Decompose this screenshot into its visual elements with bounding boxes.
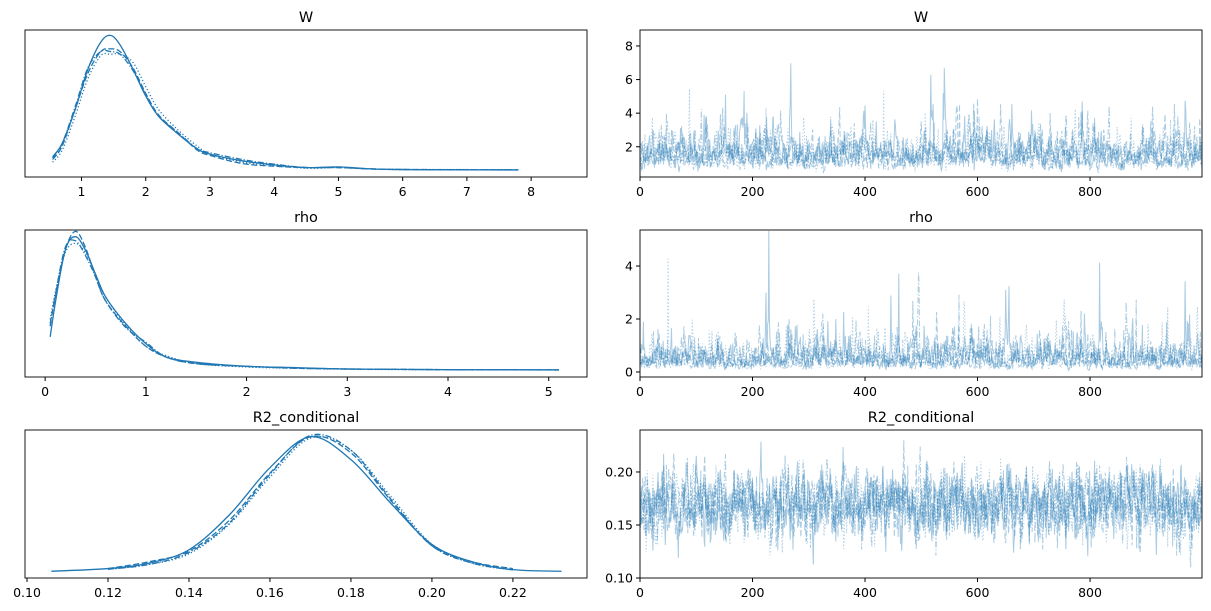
density-line-chain-3 — [49, 239, 559, 371]
density-line-chain-0 — [52, 34, 519, 171]
x-tick-label: 0.22 — [499, 585, 527, 600]
subplot-title: R2_conditional — [253, 410, 360, 426]
x-tick-label: 0.10 — [13, 585, 41, 600]
density-line-chain-1 — [52, 48, 519, 171]
density-line-chain-2 — [52, 52, 519, 171]
x-tick-label: 0 — [636, 384, 644, 399]
x-tick-label: 0 — [636, 184, 644, 199]
x-tick-label: 800 — [1078, 384, 1102, 399]
axes-frame — [24, 29, 588, 178]
density-line-chain-3 — [107, 433, 514, 571]
x-tick-label: 0.12 — [94, 585, 122, 600]
trace-line-chain-3 — [640, 446, 1202, 568]
x-tick-label: 200 — [741, 585, 765, 600]
y-tick-label: 0.10 — [605, 571, 633, 586]
trace-line-chain-0 — [640, 441, 1202, 565]
subplot-trace-rho: rho 0 200 400 600 800 0 2 4 — [625, 210, 1203, 399]
x-tick-label: 0.20 — [418, 585, 446, 600]
x-tick-label: 0.18 — [337, 585, 365, 600]
subplot-title: W — [914, 10, 928, 26]
trace-line-chain-3 — [640, 103, 1202, 174]
axes-frame — [639, 229, 1203, 378]
y-tick-label: 6 — [625, 72, 633, 87]
y-tick-label: 4 — [625, 106, 633, 121]
trace-line-chain-0 — [640, 63, 1202, 173]
x-tick-label: 1 — [78, 184, 86, 199]
density-line-chain-1 — [49, 230, 559, 371]
x-tick-label: 3 — [206, 184, 214, 199]
trace-line-chain-2 — [640, 88, 1202, 173]
x-tick-label: 200 — [741, 184, 765, 199]
x-tick-label: 7 — [463, 184, 471, 199]
trace-line-chain-1 — [640, 98, 1202, 174]
y-tick-label: 8 — [625, 38, 633, 53]
subplot-title: rho — [294, 210, 318, 226]
x-tick-label: 0 — [41, 384, 49, 399]
plot-area — [640, 63, 1202, 174]
subplot-title: R2_conditional — [868, 410, 975, 426]
x-tick-label: 400 — [853, 184, 877, 199]
x-tick-label: 4 — [270, 184, 278, 199]
x-tick-label: 2 — [243, 384, 251, 399]
x-tick-label: 400 — [853, 384, 877, 399]
density-line-chain-2 — [107, 436, 514, 571]
x-tick-label: 600 — [966, 585, 990, 600]
x-tick-label: 4 — [444, 384, 452, 399]
plot-area — [640, 440, 1202, 568]
x-tick-label: 600 — [966, 384, 990, 399]
x-tick-label: 3 — [343, 384, 351, 399]
plot-area — [640, 230, 1202, 372]
y-tick-label: 0 — [625, 364, 633, 379]
trace-line-chain-1 — [640, 440, 1202, 554]
subplot-trace-w: W 0 200 400 600 800 2 4 6 8 — [625, 10, 1203, 199]
x-tick-label: 0 — [636, 585, 644, 600]
plot-area — [49, 230, 559, 371]
trace-line-chain-1 — [640, 300, 1202, 371]
y-tick-label: 0.15 — [605, 517, 633, 532]
x-tick-label: 800 — [1078, 585, 1102, 600]
plot-area — [51, 433, 562, 572]
x-tick-label: 6 — [399, 184, 407, 199]
y-tick-label: 2 — [625, 311, 633, 326]
subplot-density-rho: rho 0 1 2 3 4 5 — [24, 210, 588, 399]
axes-frame — [639, 429, 1203, 579]
subplot-density-w: W 1 2 3 4 5 6 7 8 — [24, 10, 588, 199]
y-tick-label: 4 — [625, 259, 633, 274]
trace-line-chain-3 — [640, 272, 1202, 372]
x-tick-label: 400 — [853, 585, 877, 600]
y-tick-label: 0.20 — [605, 464, 633, 479]
x-tick-label: 8 — [527, 184, 535, 199]
x-tick-label: 0.16 — [256, 585, 284, 600]
subplot-trace-r2_conditional: R2_conditional 0 200 400 600 800 0.10 0.15 0.20 — [605, 410, 1203, 600]
x-tick-label: 200 — [741, 384, 765, 399]
density-line-chain-2 — [49, 242, 559, 371]
density-line-chain-0 — [49, 236, 559, 371]
axes-frame — [24, 229, 588, 378]
x-tick-label: 5 — [334, 184, 342, 199]
axes-frame — [639, 29, 1203, 178]
x-tick-label: 600 — [966, 184, 990, 199]
subplot-density-r2_conditional: R2_conditional 0.10 0.12 0.14 0.16 0.18 0.20 0.… — [13, 410, 588, 600]
subplot-title: rho — [909, 210, 933, 226]
trace-line-chain-0 — [640, 230, 1202, 372]
x-tick-label: 0.14 — [175, 585, 203, 600]
subplot-title: W — [299, 10, 313, 26]
x-tick-label: 800 — [1078, 184, 1102, 199]
x-tick-label: 1 — [142, 384, 150, 399]
trace-line-chain-2 — [640, 455, 1202, 556]
x-tick-label: 5 — [545, 384, 553, 399]
density-line-chain-3 — [52, 49, 519, 171]
trace-line-chain-2 — [640, 258, 1202, 371]
axes-frame — [24, 429, 588, 579]
plot-area — [52, 34, 519, 171]
y-tick-label: 2 — [625, 139, 633, 154]
x-tick-label: 2 — [142, 184, 150, 199]
density-line-chain-1 — [107, 435, 514, 570]
density-line-chain-0 — [51, 436, 562, 572]
